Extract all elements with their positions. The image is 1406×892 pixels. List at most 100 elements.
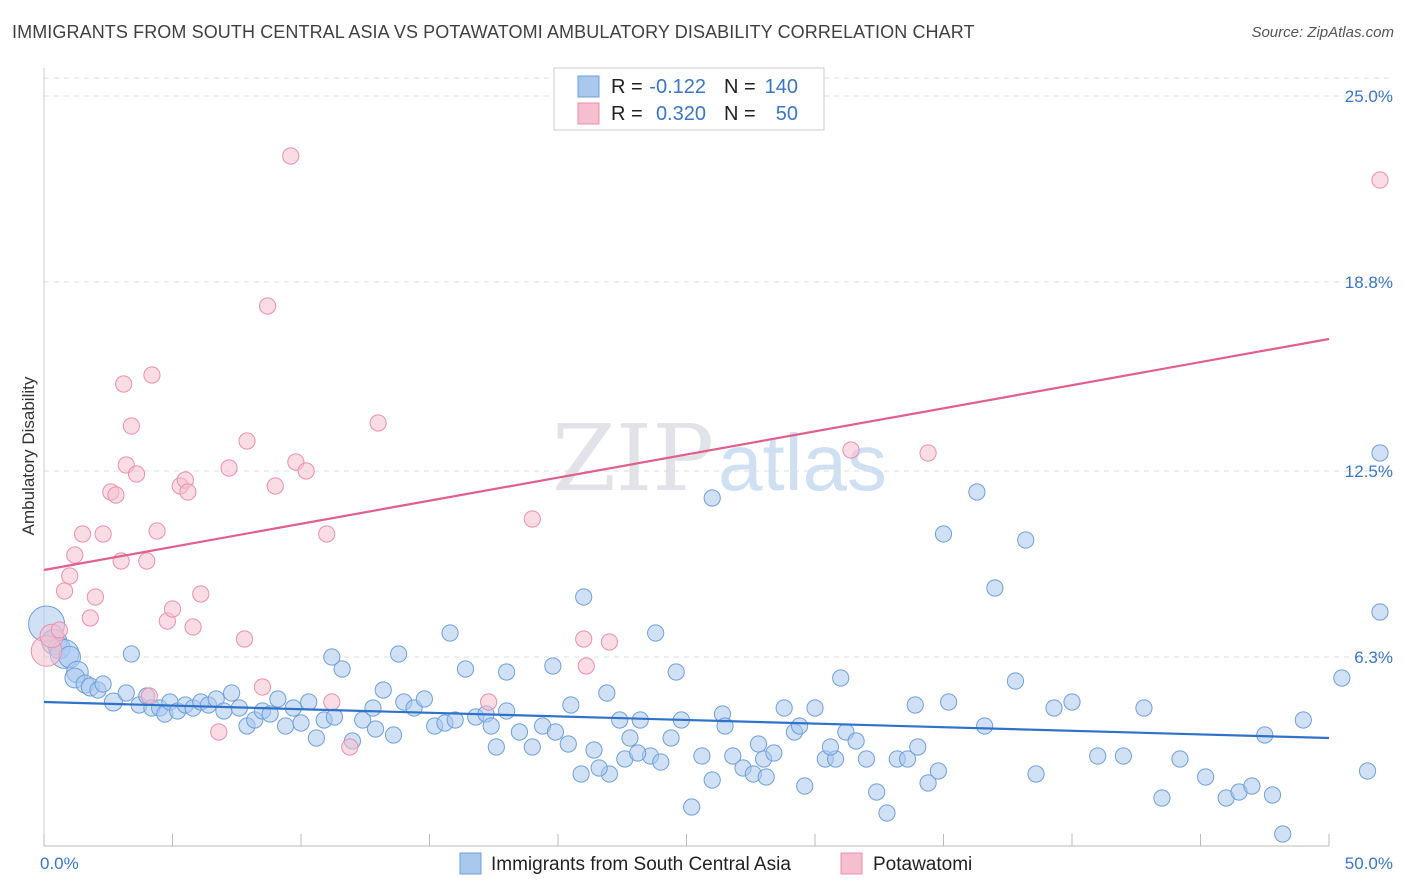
blue-point-127 <box>647 624 665 642</box>
blue-point-118 <box>1294 711 1312 729</box>
blue-point-146 <box>590 759 608 777</box>
blue-point-10 <box>94 675 112 693</box>
blue-point-119 <box>1333 669 1351 687</box>
blue-point-67 <box>621 729 639 747</box>
blue-point-27 <box>223 684 241 702</box>
blue-point-36 <box>292 714 310 732</box>
series-blue-points <box>28 444 1389 843</box>
axes <box>43 68 1330 847</box>
y-tick-label-0: 25.0% <box>1345 87 1393 106</box>
pink-point-9 <box>94 525 112 543</box>
blue-point-63 <box>572 765 590 783</box>
pink-point-26 <box>184 618 202 636</box>
pink-point-22 <box>163 600 182 618</box>
pink-trend-line <box>43 337 1330 572</box>
legend-swatch-blue <box>577 75 600 98</box>
blue-point-117 <box>1274 825 1292 843</box>
pink-point-33 <box>258 297 277 315</box>
blue-point-37 <box>300 693 318 711</box>
blue-point-82 <box>775 699 793 717</box>
bottom-legend-swatch-pink <box>840 852 863 875</box>
blue-point-64 <box>585 741 603 759</box>
blue-point-129 <box>749 735 768 753</box>
trend-lines <box>43 337 1330 740</box>
blue-point-101 <box>1006 672 1025 690</box>
blue-point-134 <box>441 624 459 642</box>
pink-point-42 <box>523 510 541 528</box>
blue-point-92 <box>878 804 896 822</box>
pink-point-16 <box>127 465 146 483</box>
blue-point-45 <box>374 681 392 699</box>
pink-point-25 <box>179 483 197 501</box>
legend-n-label-1: N = <box>724 76 756 98</box>
blue-point-99 <box>976 717 994 735</box>
blue-point-53 <box>456 660 475 678</box>
bottom-legend: Immigrants from South Central Asia Potaw… <box>459 852 972 875</box>
pink-point-27 <box>192 585 210 603</box>
blue-point-131 <box>544 657 562 675</box>
legend-n-label-2: N = <box>724 103 756 125</box>
bottom-legend-label-blue: Immigrants from South Central Asia <box>491 854 791 875</box>
blue-point-59 <box>523 738 541 756</box>
blue-point-108 <box>1135 699 1153 717</box>
blue-point-114 <box>1243 777 1261 795</box>
pink-point-6 <box>73 525 92 543</box>
blue-point-110 <box>1171 750 1189 768</box>
blue-point-97 <box>929 762 947 780</box>
blue-point-147 <box>757 768 775 786</box>
pink-point-18 <box>140 687 158 705</box>
blue-point-95 <box>909 738 927 756</box>
blue-point-46 <box>384 726 403 744</box>
pink-point-37 <box>318 525 336 543</box>
blue-point-13 <box>122 645 140 663</box>
pink-point-7 <box>81 609 99 627</box>
blue-point-52 <box>446 711 464 729</box>
blue-point-105 <box>1063 693 1081 711</box>
blue-point-33 <box>269 690 287 708</box>
blue-point-32 <box>261 705 279 723</box>
pink-point-13 <box>115 375 133 393</box>
legend-r-value-1: -0.122 <box>649 76 706 98</box>
pink-point-44 <box>577 657 595 675</box>
bottom-legend-swatch-blue <box>459 852 482 875</box>
blue-point-71 <box>662 729 680 747</box>
blue-point-120 <box>1358 762 1377 780</box>
blue-point-135 <box>482 717 500 735</box>
blue-point-75 <box>703 771 721 789</box>
legend-n-value-1: 140 <box>765 76 798 98</box>
pink-point-38 <box>323 693 341 711</box>
chart-title: IMMIGRANTS FROM SOUTH CENTRAL ASIA VS PO… <box>12 22 975 42</box>
pink-point-34 <box>282 147 300 165</box>
legend-box: R = -0.122 N = 140 R = 0.320 N = 50 <box>553 67 825 131</box>
pink-point-3 <box>55 582 74 600</box>
pink-point-36 <box>297 462 315 480</box>
grid-lines <box>44 77 1392 658</box>
blue-point-66 <box>611 711 629 729</box>
blue-point-141 <box>832 669 850 687</box>
blue-point-74 <box>693 747 711 765</box>
blue-point-126 <box>703 489 721 507</box>
blue-point-84 <box>796 777 814 795</box>
pink-point-5 <box>66 546 84 564</box>
blue-point-81 <box>765 744 783 762</box>
blue-point-65 <box>598 684 616 702</box>
blue-point-121 <box>1371 603 1389 621</box>
pink-point-30 <box>235 630 254 648</box>
blue-point-143 <box>821 738 840 756</box>
blue-point-89 <box>847 732 865 750</box>
pink-point-11 <box>107 486 125 504</box>
blue-point-109 <box>1153 789 1171 807</box>
pink-point-45 <box>600 633 619 651</box>
legend-r-label-1: R = <box>611 76 643 98</box>
blue-point-145 <box>629 744 647 762</box>
blue-point-138 <box>323 648 341 666</box>
pink-point-32 <box>253 678 272 696</box>
pink-point-46 <box>842 441 860 459</box>
pink-point-2 <box>50 621 69 639</box>
legend-r-value-2: 0.320 <box>656 103 706 125</box>
blue-point-91 <box>868 783 886 801</box>
blue-point-70 <box>652 753 670 771</box>
blue-point-111 <box>1197 768 1215 786</box>
pink-point-15 <box>122 417 140 435</box>
